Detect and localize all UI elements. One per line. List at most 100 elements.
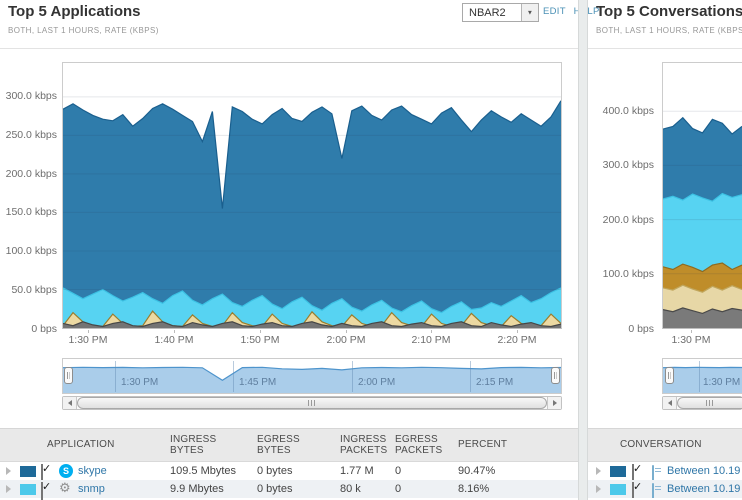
gear-icon (59, 481, 71, 495)
time-range-scrubber[interactable] (662, 358, 742, 394)
series-color-swatch (610, 484, 626, 495)
x-tick-label: 1:40 PM (154, 334, 194, 346)
series-color-swatch (20, 466, 36, 477)
scrubber-right-handle[interactable] (551, 367, 560, 384)
conversations-table-header: CONVERSATION (588, 428, 742, 462)
scroll-left-button[interactable] (63, 397, 77, 409)
column-header-ingress-bytes: INGRESS BYTES (170, 434, 217, 456)
y-tick-label: 300.0 kbps (602, 159, 654, 171)
nbar2-dropdown[interactable]: NBAR2 (462, 3, 539, 22)
row-expander-icon[interactable] (596, 485, 601, 493)
scrubber-time-label: 1:30 PM (121, 377, 159, 388)
conversation-icon (652, 465, 654, 480)
scrubber-time-label: 2:00 PM (358, 377, 396, 388)
column-header-conversation: CONVERSATION (620, 439, 702, 450)
conversations-chart (662, 62, 742, 329)
application-link[interactable]: skype (78, 465, 107, 477)
scrubber-left-handle[interactable] (665, 367, 674, 384)
scrubber-gridline (115, 361, 116, 392)
chart-scrollbar[interactable] (62, 396, 562, 410)
y-tick-label: 400.0 kbps (602, 105, 654, 117)
scrubber-gridline (352, 361, 353, 392)
x-tick (431, 330, 432, 333)
x-tick-label: 2:10 PM (411, 334, 451, 346)
overview-chart-svg (62, 366, 562, 393)
conversation-link[interactable]: Between 10.19 (667, 465, 741, 477)
overview-chart-svg (662, 366, 742, 393)
series-color-swatch (20, 484, 36, 495)
ingress-bytes-value: 9.9 Mbytes (170, 483, 224, 495)
table-row-skype: skype 109.5 Mbytes 0 bytes 1.77 M 0 90.4… (0, 462, 578, 483)
chevron-down-icon[interactable] (521, 4, 538, 21)
column-header-percent: PERCENT (458, 439, 508, 450)
x-tick (88, 330, 89, 333)
y-tick-label: 100.0 kbps (602, 268, 654, 280)
egress-packets-value: 0 (395, 483, 402, 495)
series-checkbox[interactable] (632, 464, 634, 480)
x-tick (517, 330, 518, 333)
edit-link[interactable]: EDIT (543, 6, 566, 17)
time-range-scrubber[interactable] (62, 358, 562, 394)
scrollbar-thumb[interactable] (677, 397, 742, 409)
x-tick-label: 1:50 PM (240, 334, 280, 346)
y-tick-label: 50.0 kbps (11, 284, 57, 296)
scrubber-gridline (699, 361, 700, 392)
egress-packets-value: 0 (395, 465, 402, 477)
conversation-link[interactable]: Between 10.19 (667, 483, 741, 495)
scrubber-time-label: 1:45 PM (239, 377, 277, 388)
y-tick-label: 100.0 kbps (5, 245, 57, 257)
applications-panel-subtitle: BOTH, LAST 1 HOURS, RATE (KBPS) (8, 26, 159, 35)
applications-panel-title: Top 5 Applications (8, 3, 141, 20)
conversations-chart-svg (662, 110, 742, 328)
y-tick-label: 250.0 kbps (5, 129, 57, 141)
y-tick-label: 0 bps (628, 323, 654, 335)
series-checkbox[interactable] (41, 482, 43, 500)
table-row-snmp: snmp 9.9 Mbytes 0 bytes 80 k 0 8.16% (0, 480, 578, 500)
scrubber-time-label: 1:30 PM (703, 377, 741, 388)
percent-value: 90.47% (458, 465, 496, 477)
ingress-bytes-value: 109.5 Mbytes (170, 465, 237, 477)
x-tick (260, 330, 261, 333)
row-expander-icon[interactable] (596, 467, 601, 475)
series-checkbox[interactable] (41, 464, 43, 483)
applications-table-header: APPLICATION INGRESS BYTES EGRESS BYTES I… (0, 428, 578, 462)
conversation-icon (652, 483, 654, 498)
header-divider (0, 48, 742, 49)
nbar2-dropdown-value: NBAR2 (469, 6, 506, 19)
scrollbar-thumb[interactable] (77, 397, 547, 409)
skype-icon (59, 464, 73, 478)
column-header-application: APPLICATION (47, 439, 115, 450)
series-color-swatch (610, 466, 626, 477)
application-link[interactable]: snmp (78, 483, 105, 495)
row-expander-icon[interactable] (6, 467, 11, 475)
applications-chart (62, 62, 562, 329)
x-tick-label: 1:30 PM (68, 334, 108, 346)
panel-divider (578, 0, 588, 500)
scroll-left-button[interactable] (663, 397, 677, 409)
percent-value: 8.16% (458, 483, 490, 495)
row-expander-icon[interactable] (6, 485, 11, 493)
scrubber-left-handle[interactable] (64, 367, 73, 384)
scroll-right-button[interactable] (547, 397, 561, 409)
x-tick-label: 2:00 PM (326, 334, 366, 346)
series-checkbox[interactable] (632, 482, 634, 498)
y-tick-label: 150.0 kbps (5, 206, 57, 218)
egress-bytes-value: 0 bytes (257, 483, 293, 495)
panel-links: EDIT HELP (543, 6, 600, 17)
table-row-conversation: Between 10.19 (588, 462, 742, 480)
ingress-packets-value: 80 k (340, 483, 361, 495)
x-tick (691, 330, 692, 333)
triangle-right-icon (552, 400, 557, 406)
scrubber-time-label: 2:15 PM (476, 377, 514, 388)
x-tick-label: 2:20 PM (497, 334, 537, 346)
column-header-egress-packets: EGRESS PACKETS (395, 434, 443, 456)
applications-chart-svg (63, 96, 561, 328)
column-header-egress-bytes: EGRESS BYTES (257, 434, 300, 456)
chart-scrollbar[interactable] (662, 396, 742, 410)
table-row-conversation: Between 10.19 (588, 480, 742, 498)
x-tick (174, 330, 175, 333)
x-tick-label: 1:30 PM (671, 334, 711, 346)
triangle-left-icon (667, 400, 672, 406)
egress-bytes-value: 0 bytes (257, 465, 293, 477)
